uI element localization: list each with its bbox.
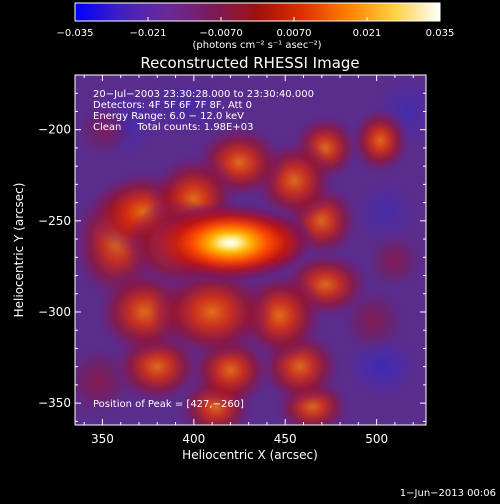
x-tick-label: 500 (365, 432, 388, 446)
detectors-text: Detectors: 4F 5F 6F 7F 8F, Att 0 (93, 100, 252, 111)
x-tick-label: 350 (91, 432, 114, 446)
time-range-text: 20−Jul−2003 23:30:28.000 to 23:30:40.000 (93, 89, 314, 100)
colorbar-unit-label: (photons cm⁻² s⁻¹ asec⁻²) (192, 40, 321, 51)
axis-ticks: 350 400 450 500 −200 −250 −300 −350 (38, 74, 426, 446)
y-tick-label: −350 (38, 396, 71, 410)
colorbar-tick-label: 0.021 (353, 28, 382, 39)
x-axis-label: Heliocentric X (arcsec) (182, 448, 318, 462)
negative-flux-spot (128, 75, 241, 139)
colorbar-ticks: −0.035 −0.021 −0.0070 0.0070 0.021 0.035 (56, 17, 454, 39)
annotations: 20−Jul−2003 23:30:28.000 to 23:30:40.000… (93, 89, 314, 410)
colorbar-tick-label: 0.035 (426, 28, 455, 39)
image-panel: 350 400 450 500 −200 −250 −300 −350 (38, 74, 427, 446)
energy-range-text: Energy Range: 6.0 − 12.0 keV (93, 111, 244, 122)
negative-flux-spot (349, 175, 422, 248)
emission-blob (349, 106, 412, 176)
footer-timestamp: 1−Jun−2013 00:06 (400, 488, 496, 499)
colorbar: −0.035 −0.021 −0.0070 0.0070 0.021 0.035 (pho… (56, 2, 454, 51)
y-axis-label: Heliocentric Y (arcsec) (12, 183, 26, 318)
x-tick-label: 450 (274, 432, 297, 446)
colorbar-tick-label: 0.0070 (277, 28, 312, 39)
y-tick-label: −300 (38, 305, 71, 319)
y-tick-label: −200 (38, 123, 71, 137)
emission-map (75, 75, 426, 425)
clean-total-text: Clean Total counts: 1.98E+03 (93, 122, 253, 133)
x-tick-label: 400 (182, 432, 205, 446)
colorbar-tick-label: −0.035 (56, 28, 93, 39)
plot-frame (74, 74, 427, 426)
plot-title: Reconstructed RHESSI Image (140, 54, 359, 72)
colorbar-gradient (74, 2, 441, 22)
peak-position-text: Position of Peak = [427,−260] (93, 399, 244, 410)
emission-blob (145, 200, 315, 285)
emission-blob (75, 99, 137, 161)
emission-blob (364, 230, 426, 292)
colorbar-tick-label: −0.0070 (199, 28, 242, 39)
y-tick-label: −250 (38, 214, 71, 228)
colorbar-tick-label: −0.021 (129, 28, 166, 39)
